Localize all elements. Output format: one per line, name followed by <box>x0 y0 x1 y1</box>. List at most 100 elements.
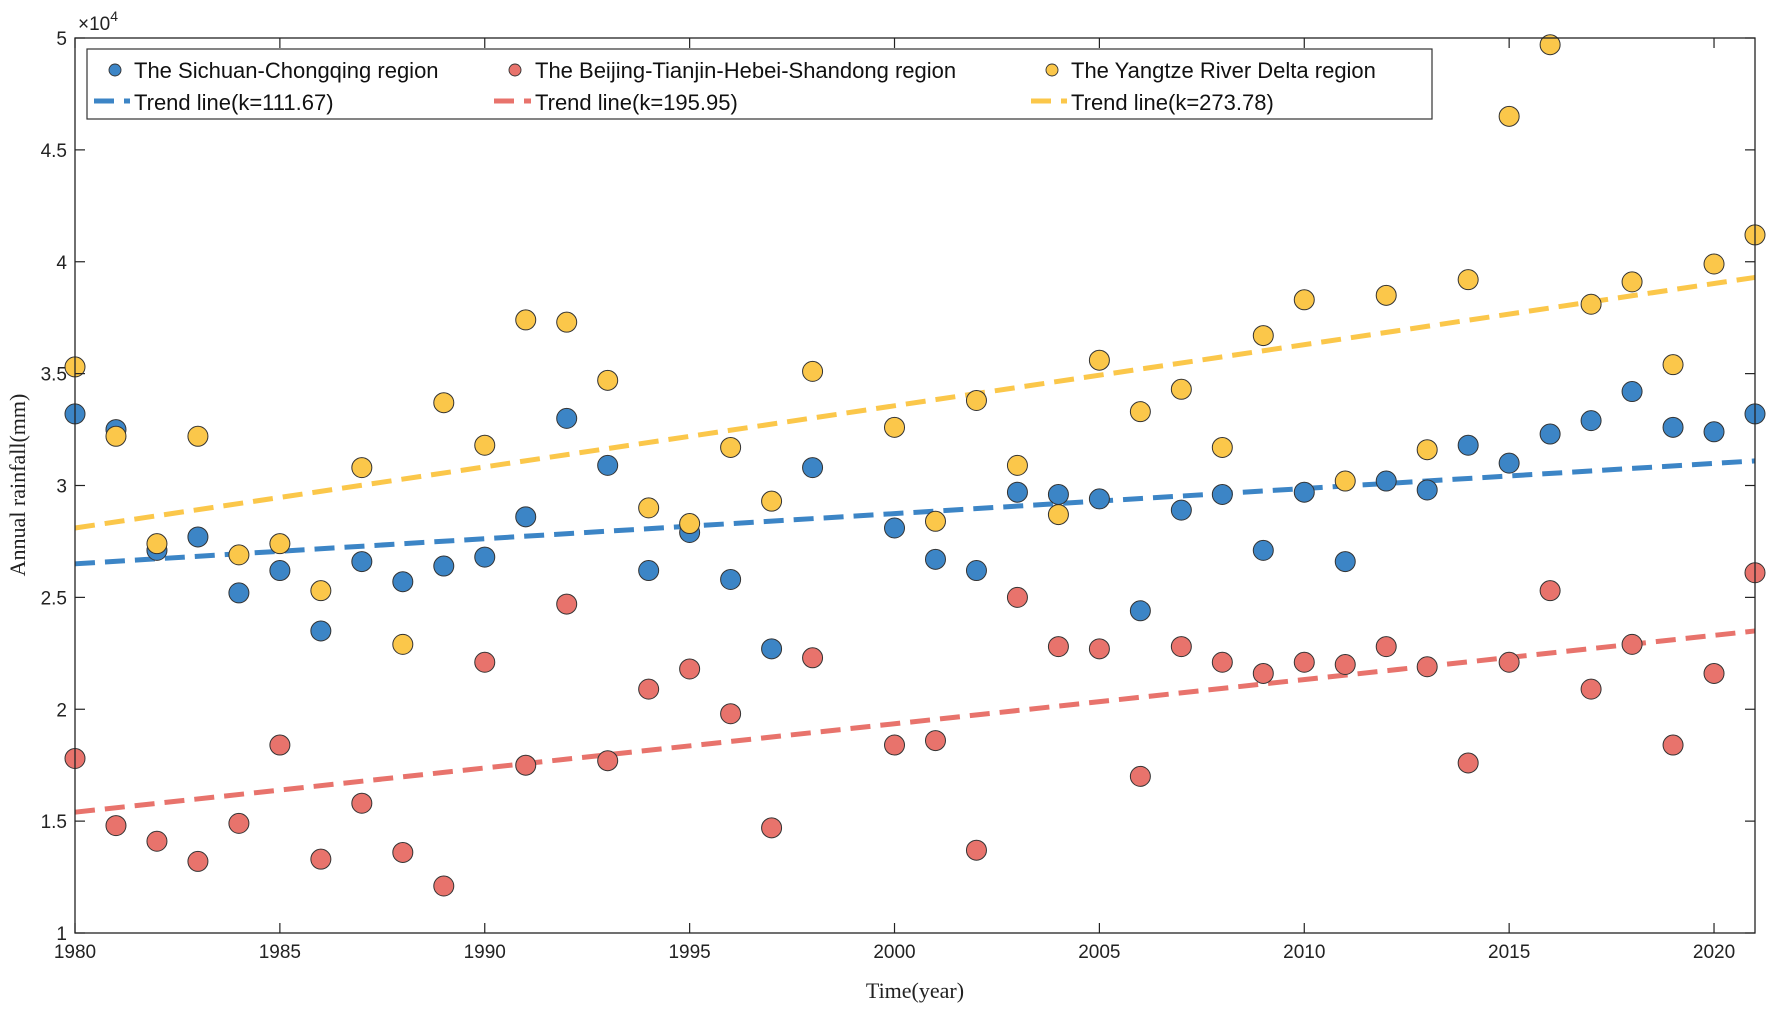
point-beijing <box>1170 636 1192 658</box>
point-yangtze <box>1252 325 1274 347</box>
point-sichuan <box>269 560 291 582</box>
x-tick-label: 2000 <box>873 942 915 963</box>
point-sichuan <box>1293 481 1315 503</box>
point-sichuan <box>1662 416 1684 438</box>
point-yangtze <box>679 513 701 535</box>
point-yangtze <box>597 369 619 391</box>
point-yangtze <box>105 425 127 447</box>
point-yangtze <box>1006 454 1028 476</box>
point-yangtze <box>1498 105 1520 127</box>
y-tick-label: 1.5 <box>41 812 67 833</box>
y-tick-label: 3.5 <box>41 365 67 386</box>
x-tick-label: 2015 <box>1488 942 1530 963</box>
point-yangtze <box>638 497 660 519</box>
point-yangtze <box>269 533 291 555</box>
legend-marker-sichuan <box>108 63 122 77</box>
point-sichuan <box>310 620 332 642</box>
point-yangtze <box>556 311 578 333</box>
point-sichuan <box>1088 488 1110 510</box>
point-yangtze <box>1170 378 1192 400</box>
point-beijing <box>1498 651 1520 673</box>
y-tick-label: 1 <box>56 924 67 945</box>
y-tick-label: 3 <box>56 477 67 498</box>
point-sichuan <box>597 454 619 476</box>
point-beijing <box>146 830 168 852</box>
y-tick-label: 5 <box>56 29 67 50</box>
y-tick-label: 2 <box>56 700 67 721</box>
point-sichuan <box>474 546 496 568</box>
legend-trend-label-sichuan: Trend line(k=111.67) <box>134 90 334 115</box>
point-beijing <box>351 792 373 814</box>
point-beijing <box>310 848 332 870</box>
point-beijing <box>1047 636 1069 658</box>
point-sichuan <box>924 548 946 570</box>
point-yangtze <box>1211 436 1233 458</box>
point-beijing <box>556 593 578 615</box>
point-sichuan <box>965 560 987 582</box>
point-beijing <box>515 754 537 776</box>
point-sichuan <box>1621 381 1643 403</box>
point-sichuan <box>1170 499 1192 521</box>
point-yangtze <box>187 425 209 447</box>
x-tick-label: 2020 <box>1693 942 1735 963</box>
point-sichuan <box>433 555 455 577</box>
point-beijing <box>105 815 127 837</box>
point-yangtze <box>1375 284 1397 306</box>
legend-label-beijing: The Beijing-Tianjin-Hebei-Shandong regio… <box>535 58 956 83</box>
point-beijing <box>1580 678 1602 700</box>
point-beijing <box>1416 656 1438 678</box>
point-beijing <box>1621 633 1643 655</box>
point-yangtze <box>1703 253 1725 275</box>
point-yangtze <box>1047 504 1069 526</box>
point-beijing <box>761 817 783 839</box>
point-yangtze <box>761 490 783 512</box>
point-sichuan <box>802 457 824 479</box>
x-axis-ticks: 1980 1985 1990 1995 2000 2005 2010 2015 2020 <box>54 38 1735 963</box>
point-yangtze <box>1088 349 1110 371</box>
point-yangtze <box>1539 34 1561 56</box>
trend-line-beijing <box>74 628 1756 815</box>
point-sichuan <box>1703 421 1725 443</box>
point-beijing <box>1293 651 1315 673</box>
point-sichuan <box>351 551 373 573</box>
point-sichuan <box>638 560 660 582</box>
point-beijing <box>924 730 946 752</box>
point-beijing <box>720 703 742 725</box>
point-beijing <box>638 678 660 700</box>
point-yangtze <box>474 434 496 456</box>
point-sichuan <box>1498 452 1520 474</box>
point-yangtze <box>228 544 250 566</box>
x-axis-title: Time(year) <box>866 978 964 1003</box>
point-yangtze <box>1334 470 1356 492</box>
point-beijing <box>1211 651 1233 673</box>
point-sichuan <box>1252 539 1274 561</box>
point-beijing <box>679 658 701 680</box>
point-sichuan <box>884 517 906 539</box>
point-yangtze <box>1457 269 1479 291</box>
legend-trend-label-beijing: Trend line(k=195.95) <box>535 90 738 115</box>
legend-marker-yangtze <box>1045 63 1059 77</box>
point-beijing <box>802 647 824 669</box>
point-beijing <box>1006 586 1028 608</box>
point-beijing <box>1334 654 1356 675</box>
legend-label-yangtze: The Yangtze River Delta region <box>1071 58 1376 83</box>
point-beijing <box>228 812 250 834</box>
point-yangtze <box>965 389 987 411</box>
trend-lines <box>74 274 1756 815</box>
point-yangtze <box>802 360 824 382</box>
x-tick-label: 1995 <box>668 942 710 963</box>
point-yangtze <box>1580 293 1602 315</box>
y-axis-title: Annual rainfall(mm) <box>5 394 30 577</box>
point-sichuan <box>1580 410 1602 432</box>
point-beijing <box>1375 636 1397 658</box>
y-tick-label: 2.5 <box>41 588 67 609</box>
point-yangtze <box>884 416 906 438</box>
x-tick-label: 2010 <box>1283 942 1325 963</box>
point-beijing <box>187 850 209 872</box>
y-tick-label: 4 <box>56 253 67 274</box>
point-sichuan <box>1375 470 1397 492</box>
point-yangtze <box>924 510 946 532</box>
y-axis-ticks: 1 1.5 2 2.5 3 3.5 4 4.5 5 <box>41 29 1755 945</box>
point-yangtze <box>1129 401 1151 423</box>
